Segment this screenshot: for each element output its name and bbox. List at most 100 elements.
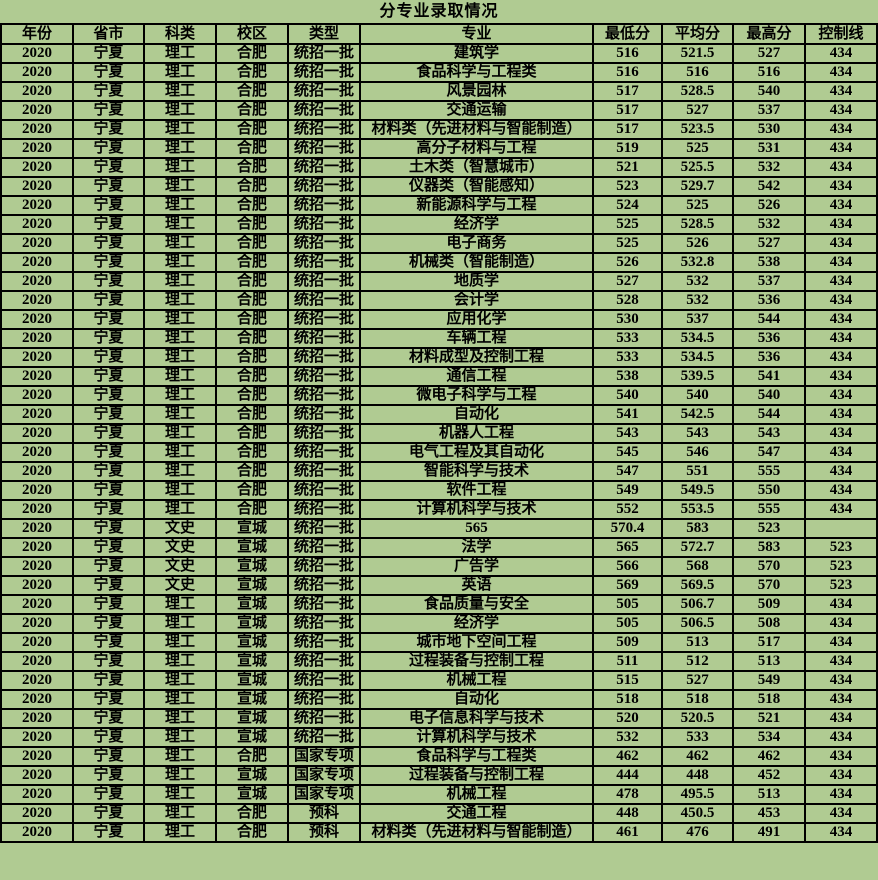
cell-min-score: 538 xyxy=(592,366,663,387)
cell-major: 电气工程及其自动化 xyxy=(359,442,594,463)
table-row: 2020 宁夏 理工 合肥 统招一批 新能源科学与工程 524 525 526 434 xyxy=(0,195,878,216)
table-row: 2020 宁夏 理工 宣城 统招一批 机械工程 515 527 549 434 xyxy=(0,670,878,691)
cell-subject: 理工 xyxy=(143,195,217,216)
cell-campus: 合肥 xyxy=(215,385,289,406)
cell-avg-score: 516 xyxy=(661,62,734,83)
col-header-min-score: 最低分 xyxy=(592,23,663,45)
cell-campus: 合肥 xyxy=(215,81,289,102)
cell-campus: 合肥 xyxy=(215,43,289,64)
cell-min-score: 549 xyxy=(592,480,663,501)
cell-province: 宁夏 xyxy=(72,176,145,197)
cell-year: 2020 xyxy=(0,461,74,482)
cell-subject: 理工 xyxy=(143,822,217,843)
cell-major: 材料类（先进材料与智能制造） xyxy=(359,119,594,140)
cell-year: 2020 xyxy=(0,784,74,805)
cell-province: 宁夏 xyxy=(72,290,145,311)
cell-province: 宁夏 xyxy=(72,157,145,178)
cell-year: 2020 xyxy=(0,138,74,159)
cell-control-line: 434 xyxy=(804,708,878,729)
cell-control-line: 523 xyxy=(804,556,878,577)
cell-subject: 理工 xyxy=(143,309,217,330)
cell-campus: 合肥 xyxy=(215,309,289,330)
table-row: 2020 宁夏 理工 合肥 统招一批 机械类（智能制造） 526 532.8 538 434 xyxy=(0,252,878,273)
cell-province: 宁夏 xyxy=(72,271,145,292)
cell-province: 宁夏 xyxy=(72,328,145,349)
cell-min-score: 517 xyxy=(592,100,663,121)
cell-subject: 理工 xyxy=(143,708,217,729)
table-row: 2020 宁夏 理工 合肥 统招一批 土木类（智慧城市） 521 525.5 532 434 xyxy=(0,157,878,178)
cell-subject: 理工 xyxy=(143,765,217,786)
cell-min-score: 523 xyxy=(592,176,663,197)
cell-control-line: 434 xyxy=(804,100,878,121)
cell-province: 宁夏 xyxy=(72,442,145,463)
cell-max-score: 532 xyxy=(732,157,806,178)
cell-province: 宁夏 xyxy=(72,347,145,368)
cell-year: 2020 xyxy=(0,727,74,748)
cell-campus: 合肥 xyxy=(215,746,289,767)
cell-type: 统招一批 xyxy=(287,670,361,691)
cell-subject: 理工 xyxy=(143,651,217,672)
cell-year: 2020 xyxy=(0,347,74,368)
table-row: 2020 宁夏 理工 宣城 国家专项 机械工程 478 495.5 513 434 xyxy=(0,784,878,805)
cell-campus: 合肥 xyxy=(215,138,289,159)
table-row: 2020 宁夏 理工 合肥 统招一批 材料类（先进材料与智能制造） 517 523.5 530 4… xyxy=(0,119,878,140)
cell-max-score: 521 xyxy=(732,708,806,729)
cell-control-line: 434 xyxy=(804,252,878,273)
table-row: 2020 宁夏 理工 合肥 统招一批 地质学 527 532 537 434 xyxy=(0,271,878,292)
cell-type: 国家专项 xyxy=(287,765,361,786)
cell-year: 2020 xyxy=(0,613,74,634)
table-row: 2020 宁夏 理工 合肥 统招一批 高分子材料与工程 519 525 531 434 xyxy=(0,138,878,159)
cell-type: 统招一批 xyxy=(287,309,361,330)
cell-province: 宁夏 xyxy=(72,404,145,425)
cell-max-score: 491 xyxy=(732,822,806,843)
table-row: 2020 宁夏 文史 宣城 统招一批 565 570.4 583 523 xyxy=(0,518,878,539)
cell-year: 2020 xyxy=(0,233,74,254)
cell-major: 食品质量与安全 xyxy=(359,594,594,615)
cell-province: 宁夏 xyxy=(72,252,145,273)
cell-campus: 合肥 xyxy=(215,290,289,311)
cell-year: 2020 xyxy=(0,366,74,387)
cell-subject: 理工 xyxy=(143,670,217,691)
cell-max-score: 527 xyxy=(732,233,806,254)
cell-year: 2020 xyxy=(0,442,74,463)
table-row: 2020 宁夏 理工 合肥 统招一批 机器人工程 543 543 543 434 xyxy=(0,423,878,444)
cell-major: 车辆工程 xyxy=(359,328,594,349)
cell-control-line: 434 xyxy=(804,347,878,368)
cell-subject: 理工 xyxy=(143,423,217,444)
cell-major: 机械工程 xyxy=(359,784,594,805)
cell-year: 2020 xyxy=(0,271,74,292)
cell-major: 英语 xyxy=(359,575,594,596)
cell-control-line: 523 xyxy=(804,537,878,558)
cell-avg-score: 549.5 xyxy=(661,480,734,501)
cell-avg-score: 450.5 xyxy=(661,803,734,824)
cell-campus: 合肥 xyxy=(215,119,289,140)
cell-control-line: 434 xyxy=(804,404,878,425)
cell-subject: 理工 xyxy=(143,214,217,235)
cell-major: 食品科学与工程类 xyxy=(359,746,594,767)
cell-max-score: 538 xyxy=(732,252,806,273)
cell-max-score: 536 xyxy=(732,290,806,311)
cell-subject: 理工 xyxy=(143,328,217,349)
cell-max-score: 516 xyxy=(732,62,806,83)
cell-year: 2020 xyxy=(0,499,74,520)
cell-control-line: 434 xyxy=(804,176,878,197)
cell-major: 565 xyxy=(359,518,594,539)
cell-min-score: 509 xyxy=(592,632,663,653)
cell-subject: 理工 xyxy=(143,157,217,178)
cell-province: 宁夏 xyxy=(72,613,145,634)
cell-campus: 合肥 xyxy=(215,100,289,121)
cell-year: 2020 xyxy=(0,480,74,501)
cell-campus: 合肥 xyxy=(215,442,289,463)
cell-type: 国家专项 xyxy=(287,784,361,805)
cell-avg-score: 448 xyxy=(661,765,734,786)
cell-province: 宁夏 xyxy=(72,119,145,140)
cell-campus: 合肥 xyxy=(215,271,289,292)
table-row: 2020 宁夏 理工 宣城 统招一批 经济学 505 506.5 508 434 xyxy=(0,613,878,634)
cell-major: 风景园林 xyxy=(359,81,594,102)
cell-province: 宁夏 xyxy=(72,366,145,387)
cell-max-score: 462 xyxy=(732,746,806,767)
cell-year: 2020 xyxy=(0,252,74,273)
cell-subject: 理工 xyxy=(143,138,217,159)
cell-min-score: 545 xyxy=(592,442,663,463)
cell-major: 高分子材料与工程 xyxy=(359,138,594,159)
